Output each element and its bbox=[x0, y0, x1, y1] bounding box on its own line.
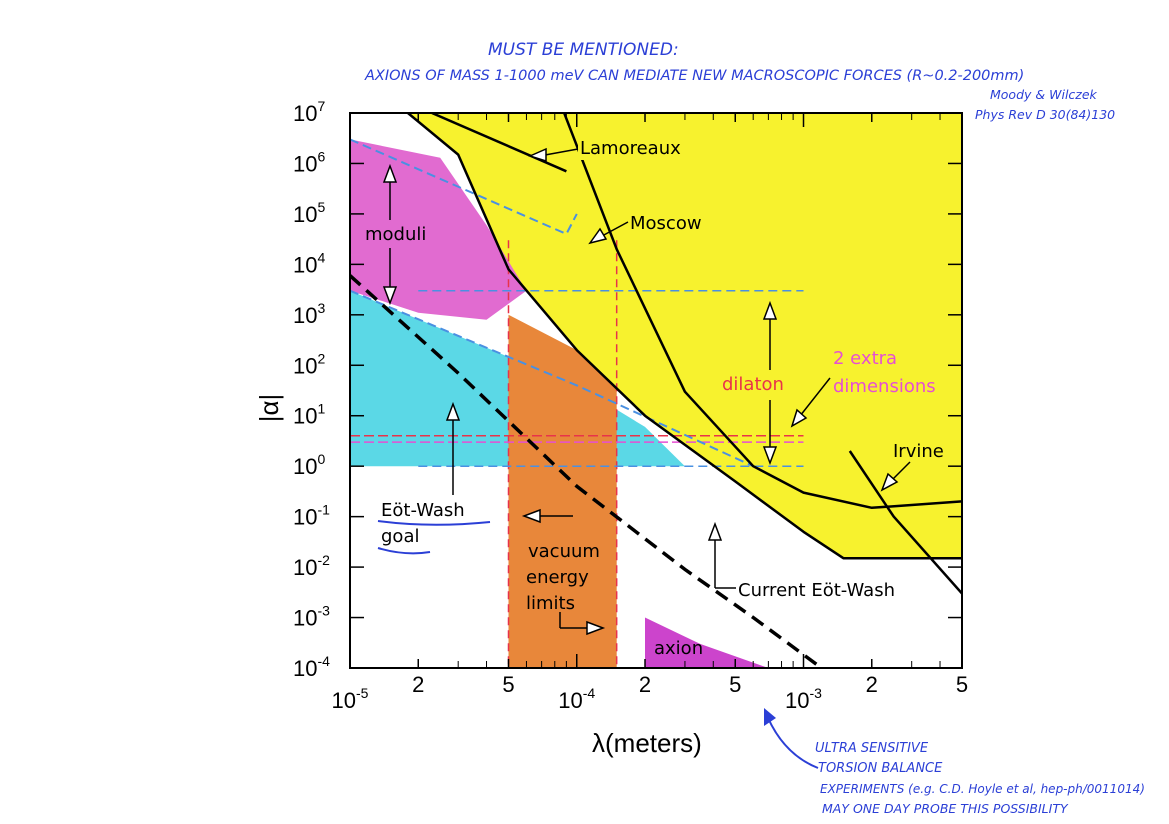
annotation-top-line2: AXIONS OF MASS 1-1000 meV CAN MEDIATE NE… bbox=[364, 68, 1024, 84]
vacuum-label-1: vacuum bbox=[528, 541, 600, 562]
current-eot-wash-line bbox=[407, 113, 962, 560]
bottom-annotation-arrow bbox=[767, 717, 819, 769]
dilaton-label: dilaton bbox=[722, 374, 784, 395]
y-tick-label-10: 10-3 bbox=[293, 603, 330, 631]
x-tick-label-7: 2 bbox=[866, 672, 878, 697]
plot-frame bbox=[349, 112, 963, 669]
annotation-ref-line1: Moody & Wilczek bbox=[990, 87, 1098, 102]
eot-wash-goal-line bbox=[350, 274, 823, 668]
y-tick-label-1: 106 bbox=[293, 148, 325, 176]
series-layer bbox=[350, 113, 962, 668]
annotation-bottom-line2: TORSION BALANCE bbox=[818, 761, 943, 776]
x-tick-label-6: 10-3 bbox=[785, 685, 822, 713]
x-tick-label-5: 5 bbox=[729, 672, 741, 697]
extra-dims-label-1: 2 extra bbox=[833, 348, 897, 369]
lamoreaux-label-bg bbox=[578, 136, 696, 160]
current-eot-label: Current Eöt-Wash bbox=[738, 580, 895, 601]
moduli-line-1 bbox=[350, 138, 578, 236]
x-tick-label-1: 2 bbox=[412, 672, 424, 697]
goal-underline-2 bbox=[377, 547, 431, 555]
moduli-line-2 bbox=[350, 289, 754, 468]
moduli-label: moduli bbox=[365, 224, 426, 245]
annotation-bottom-line3: EXPERIMENTS (e.g. C.D. Hoyle et al, hep-… bbox=[820, 782, 1145, 796]
excluded-region bbox=[407, 113, 962, 559]
lamoreaux-label: Lamoreaux bbox=[580, 138, 681, 159]
lamoreaux-line bbox=[431, 113, 567, 173]
tick-labels-layer: 10-5 2 5 10-4 2 5 10-3 2 5 107 106 105 104 103 102 101 1… bbox=[293, 98, 968, 713]
label-arrows bbox=[382, 147, 911, 636]
x-axis-label: λ(meters) bbox=[592, 728, 702, 758]
annotation-top-line1: MUST BE MENTIONED: bbox=[488, 40, 679, 60]
vacuum-label-3: limits bbox=[526, 593, 575, 614]
x-tick-label-3: 10-4 bbox=[558, 685, 595, 713]
annotation-ref-line2: Phys Rev D 30(84)130 bbox=[975, 107, 1115, 122]
y-tick-label-8: 10-1 bbox=[293, 502, 330, 530]
vacuum-energy-region bbox=[508, 314, 617, 668]
x-tick-label-2: 5 bbox=[502, 672, 514, 697]
y-tick-label-6: 101 bbox=[293, 401, 325, 429]
irvine-line bbox=[848, 450, 962, 595]
ticks-layer bbox=[349, 112, 963, 669]
vacuum-label-2: energy bbox=[526, 567, 589, 588]
bottom-annotation-arrowhead bbox=[764, 708, 776, 726]
y-tick-label-2: 105 bbox=[293, 199, 325, 227]
y-tick-label-4: 103 bbox=[293, 300, 325, 328]
extra-dims-label-2: dimensions bbox=[833, 376, 936, 397]
y-tick-label-9: 10-2 bbox=[293, 552, 330, 580]
eot-goal-label-2: goal bbox=[381, 526, 419, 547]
axion-label: axion bbox=[654, 638, 703, 659]
moscow-line bbox=[563, 113, 962, 510]
annotation-bottom-line4: MAY ONE DAY PROBE THIS POSSIBILITY bbox=[822, 801, 1069, 816]
irvine-label: Irvine bbox=[893, 441, 944, 462]
y-tick-label-7: 100 bbox=[293, 451, 325, 479]
axion-region bbox=[645, 617, 769, 668]
moscow-label: Moscow bbox=[630, 213, 702, 234]
x-tick-label-8: 5 bbox=[956, 672, 968, 697]
annotation-bottom-line1: ULTRA SENSITIVE bbox=[815, 741, 929, 756]
eot-goal-label-1: Eöt-Wash bbox=[381, 500, 465, 521]
y-tick-label-11: 10-4 bbox=[293, 653, 330, 681]
y-tick-label-5: 102 bbox=[293, 350, 325, 378]
x-tick-label-0: 10-5 bbox=[332, 685, 369, 713]
y-axis-label: |α| bbox=[254, 394, 284, 423]
x-tick-label-4: 2 bbox=[639, 672, 651, 697]
y-tick-label-0: 107 bbox=[293, 98, 325, 126]
moduli-region bbox=[350, 139, 527, 320]
goal-underline-1 bbox=[377, 520, 491, 526]
moduli-label-bg bbox=[360, 221, 418, 247]
y-tick-label-3: 104 bbox=[293, 249, 325, 277]
